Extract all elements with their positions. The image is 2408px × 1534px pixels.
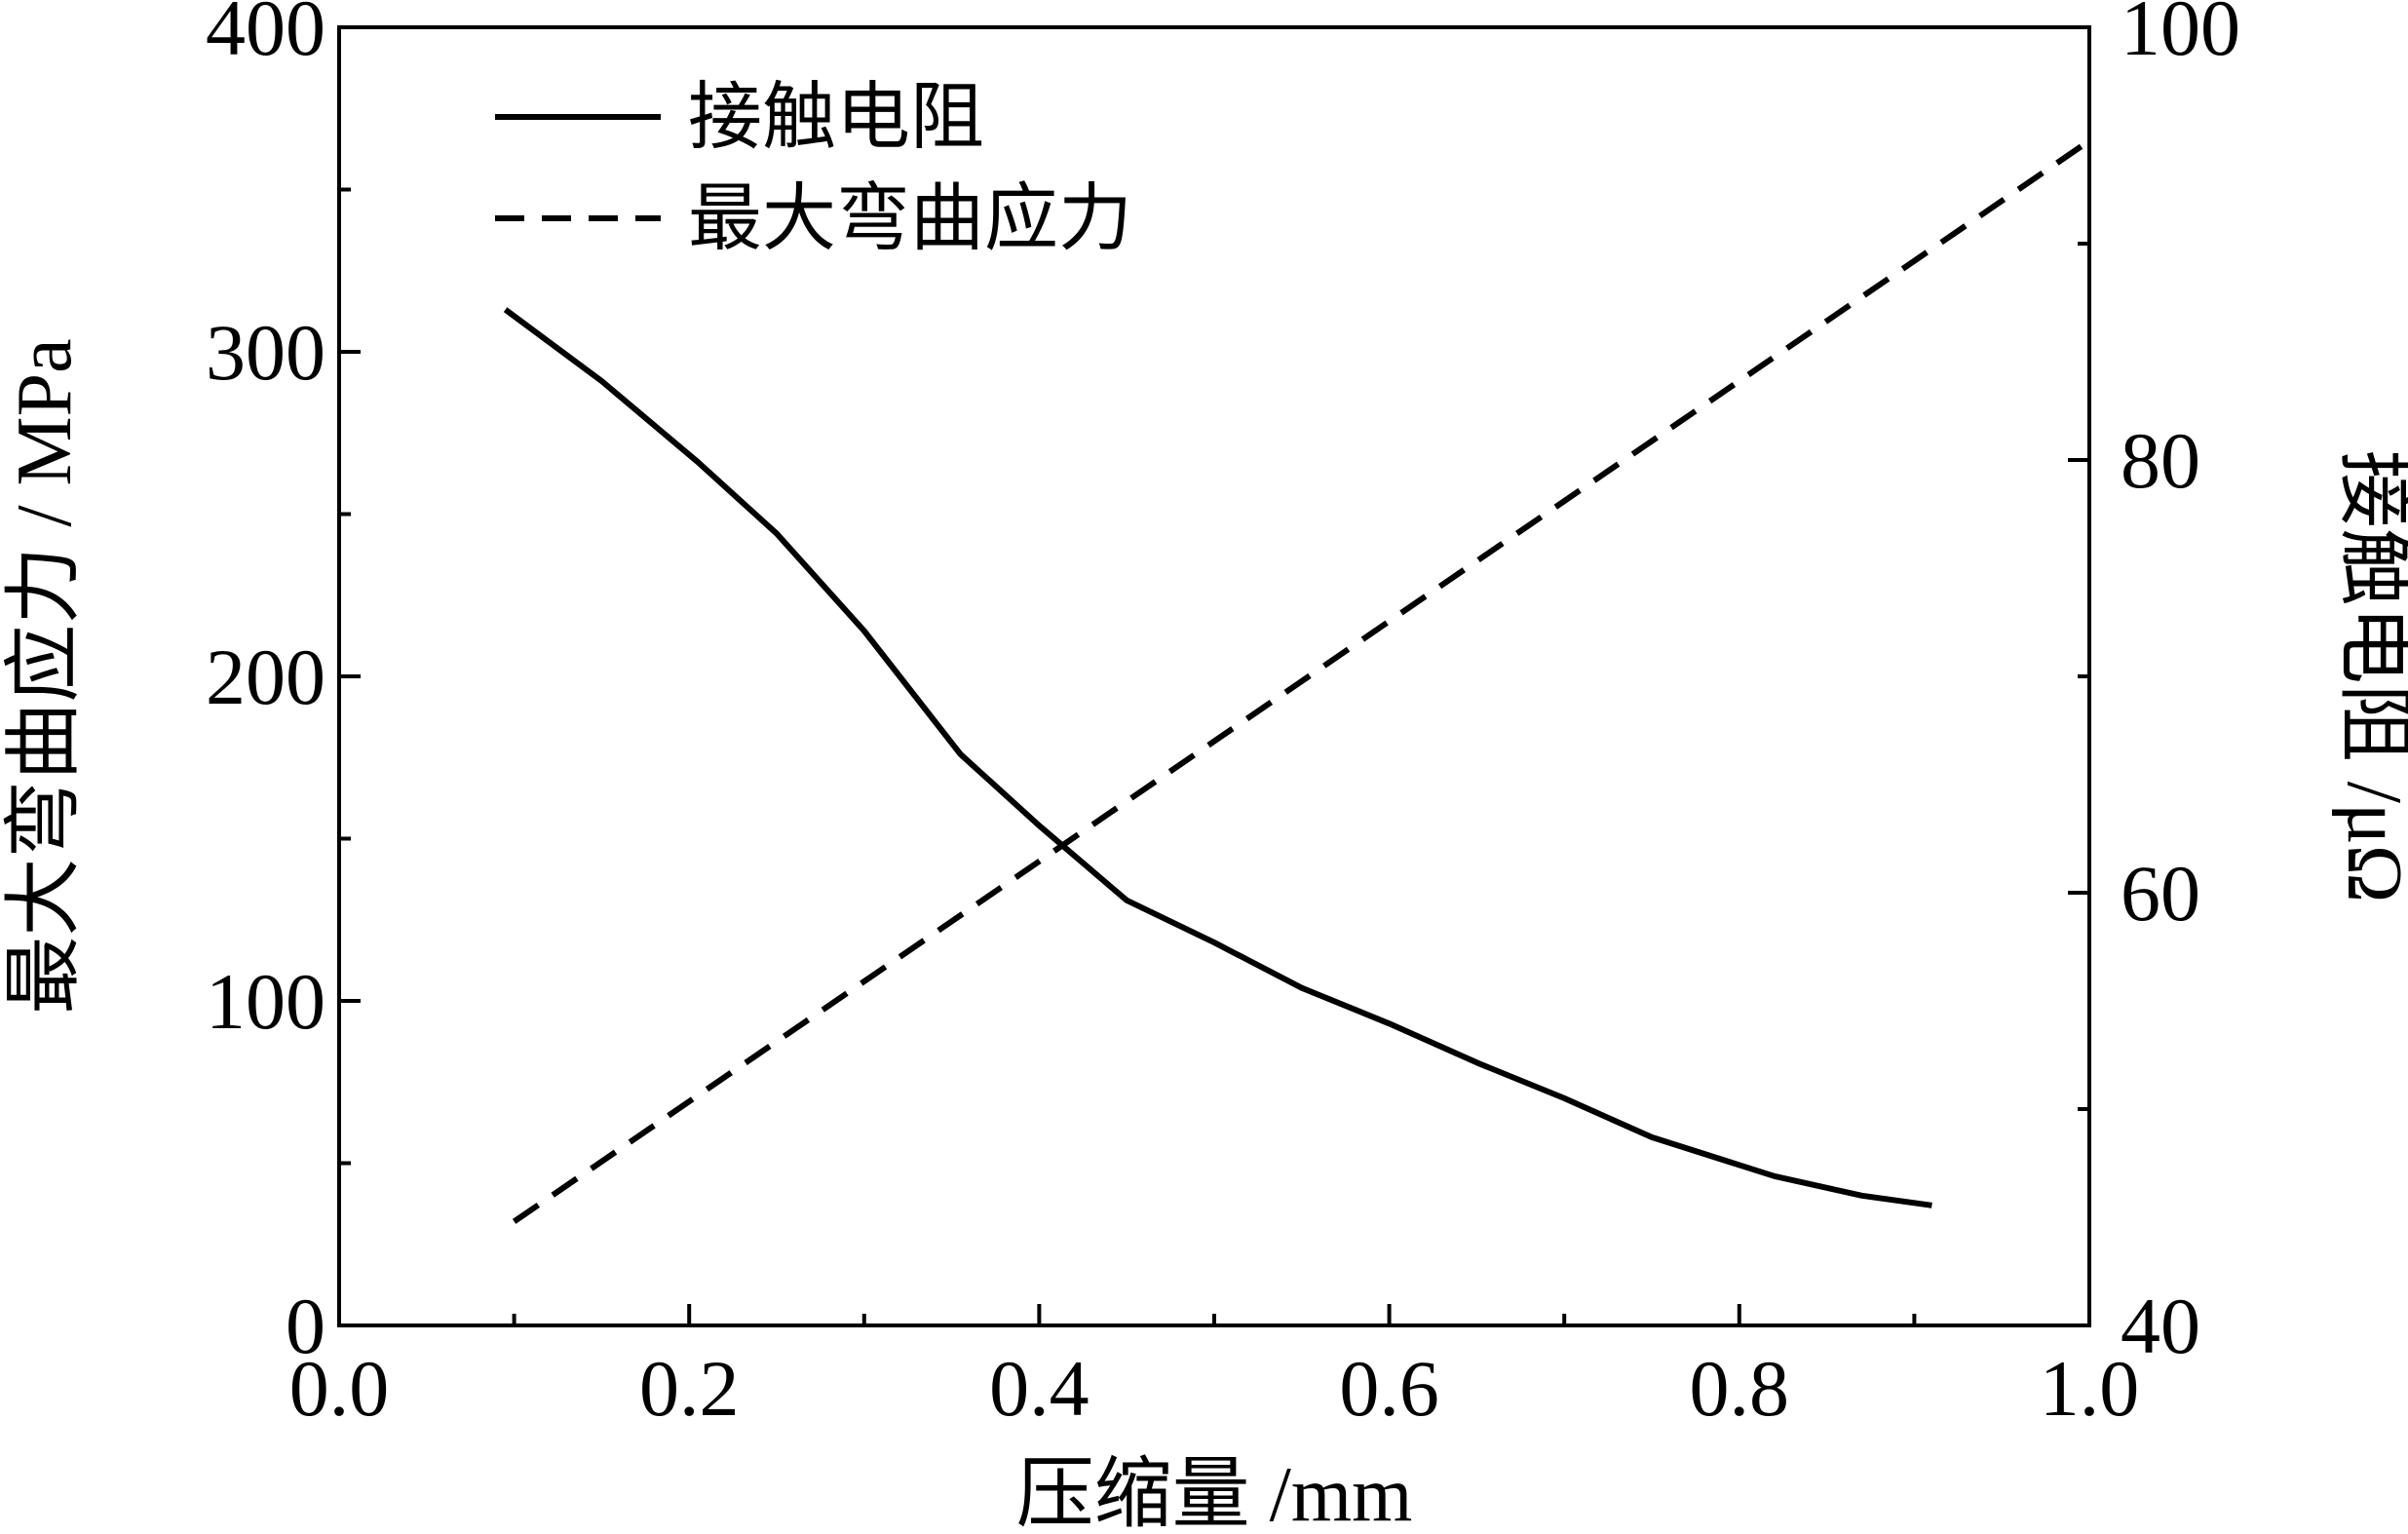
series-line-solid xyxy=(503,307,1932,1208)
right-y-axis-ticks: 40 60 80 100 xyxy=(2068,0,2240,1370)
right-y-tick-label: 60 xyxy=(2121,849,2200,938)
left-y-tick-label: 100 xyxy=(206,957,325,1046)
right-y-tick-label: 100 xyxy=(2121,0,2240,72)
plot-frame xyxy=(337,25,2091,1327)
x-tick-label: 0.2 xyxy=(639,1344,740,1433)
x-axis-ticks: 0.0 0.2 0.4 0.6 0.8 1.0 xyxy=(289,1304,2140,1433)
left-y-axis-title: 最大弯曲应力 / MPa xyxy=(2,338,88,1014)
x-tick-label: 0.0 xyxy=(289,1344,390,1433)
x-tick-label: 0.6 xyxy=(1339,1344,1439,1433)
left-y-tick-label: 200 xyxy=(206,633,325,721)
x-axis-title: 压缩量 /mm xyxy=(1016,1452,1413,1534)
left-y-axis-ticks: 0 100 200 300 400 xyxy=(206,0,361,1370)
left-y-tick-label: 0 xyxy=(286,1282,325,1370)
right-y-tick-label: 40 xyxy=(2121,1282,2200,1370)
legend-label: 最大弯曲应力 xyxy=(688,178,1132,260)
x-tick-label: 1.0 xyxy=(2040,1344,2140,1433)
right-y-axis-title: 接触电阻 /μΩ xyxy=(2331,450,2408,903)
x-tick-label: 0.4 xyxy=(989,1344,1089,1433)
x-tick-label: 0.8 xyxy=(1690,1344,1790,1433)
series-layer xyxy=(503,138,2091,1224)
left-y-tick-label: 300 xyxy=(206,308,325,397)
series-line-dashed xyxy=(512,138,2091,1224)
left-y-tick-label: 400 xyxy=(206,0,325,72)
legend-label: 接触电阻 xyxy=(688,77,984,159)
right-y-tick-label: 80 xyxy=(2121,416,2200,505)
